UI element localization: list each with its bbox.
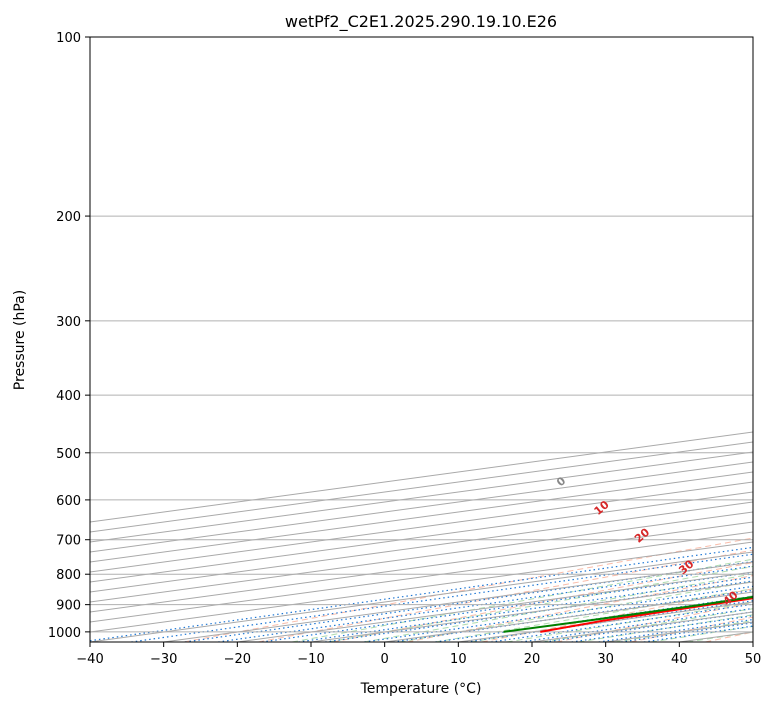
y-tick-label: 900 [56, 599, 81, 614]
x-tick-label: 40 [671, 652, 688, 667]
isotherm-line [90, 491, 753, 583]
y-tick-label: 300 [56, 315, 81, 330]
isotherm-line [90, 501, 753, 593]
isotherm-line [90, 471, 753, 563]
y-tick-label: 700 [56, 534, 81, 549]
mixing-ratio-line [520, 607, 753, 642]
mixing-ratio-line [131, 553, 753, 642]
x-tick-label: 30 [597, 652, 614, 667]
plot-area [90, 37, 753, 642]
mixing-ratio-line [571, 615, 753, 642]
isotherm-line [90, 481, 753, 573]
x-tick-label: 50 [745, 652, 762, 667]
y-tick-label: 1000 [48, 626, 81, 641]
plot-frame [89, 36, 754, 643]
y-tick-label: 100 [56, 31, 81, 46]
moist-adiabat-line [327, 565, 753, 642]
x-tick-label: −40 [76, 652, 103, 667]
isotherm-line [90, 531, 753, 623]
x-tick-label: 10 [450, 652, 467, 667]
isotherm-line [90, 461, 753, 553]
y-tick-label: 200 [56, 210, 81, 225]
x-tick-label: 20 [524, 652, 541, 667]
isotherm-line [90, 511, 753, 603]
y-tick-label: 500 [56, 447, 81, 462]
x-tick-label: −10 [297, 652, 324, 667]
chart-title: wetPf2_C2E1.2025.290.19.10.E26 [285, 12, 557, 32]
isotherm-line [90, 451, 753, 543]
axes: −40 −30 −20 −10 0 10 20 30 40 50 100 200 300 400 500 60… [48, 31, 761, 667]
x-tick-label: −30 [150, 652, 177, 667]
x-tick-label: −20 [224, 652, 251, 667]
isotherm-line [90, 521, 753, 613]
y-axis-title: Pressure (hPa) [12, 290, 28, 390]
y-tick-label: 400 [56, 389, 81, 404]
y-tick-label: 800 [56, 568, 81, 583]
mixing-ratio-line [90, 546, 753, 642]
y-tick-label: 600 [56, 494, 81, 509]
moist-adiabat-line [399, 580, 753, 642]
x-axis-title: Temperature (°C) [360, 681, 482, 697]
x-tick-label: 0 [381, 652, 389, 667]
